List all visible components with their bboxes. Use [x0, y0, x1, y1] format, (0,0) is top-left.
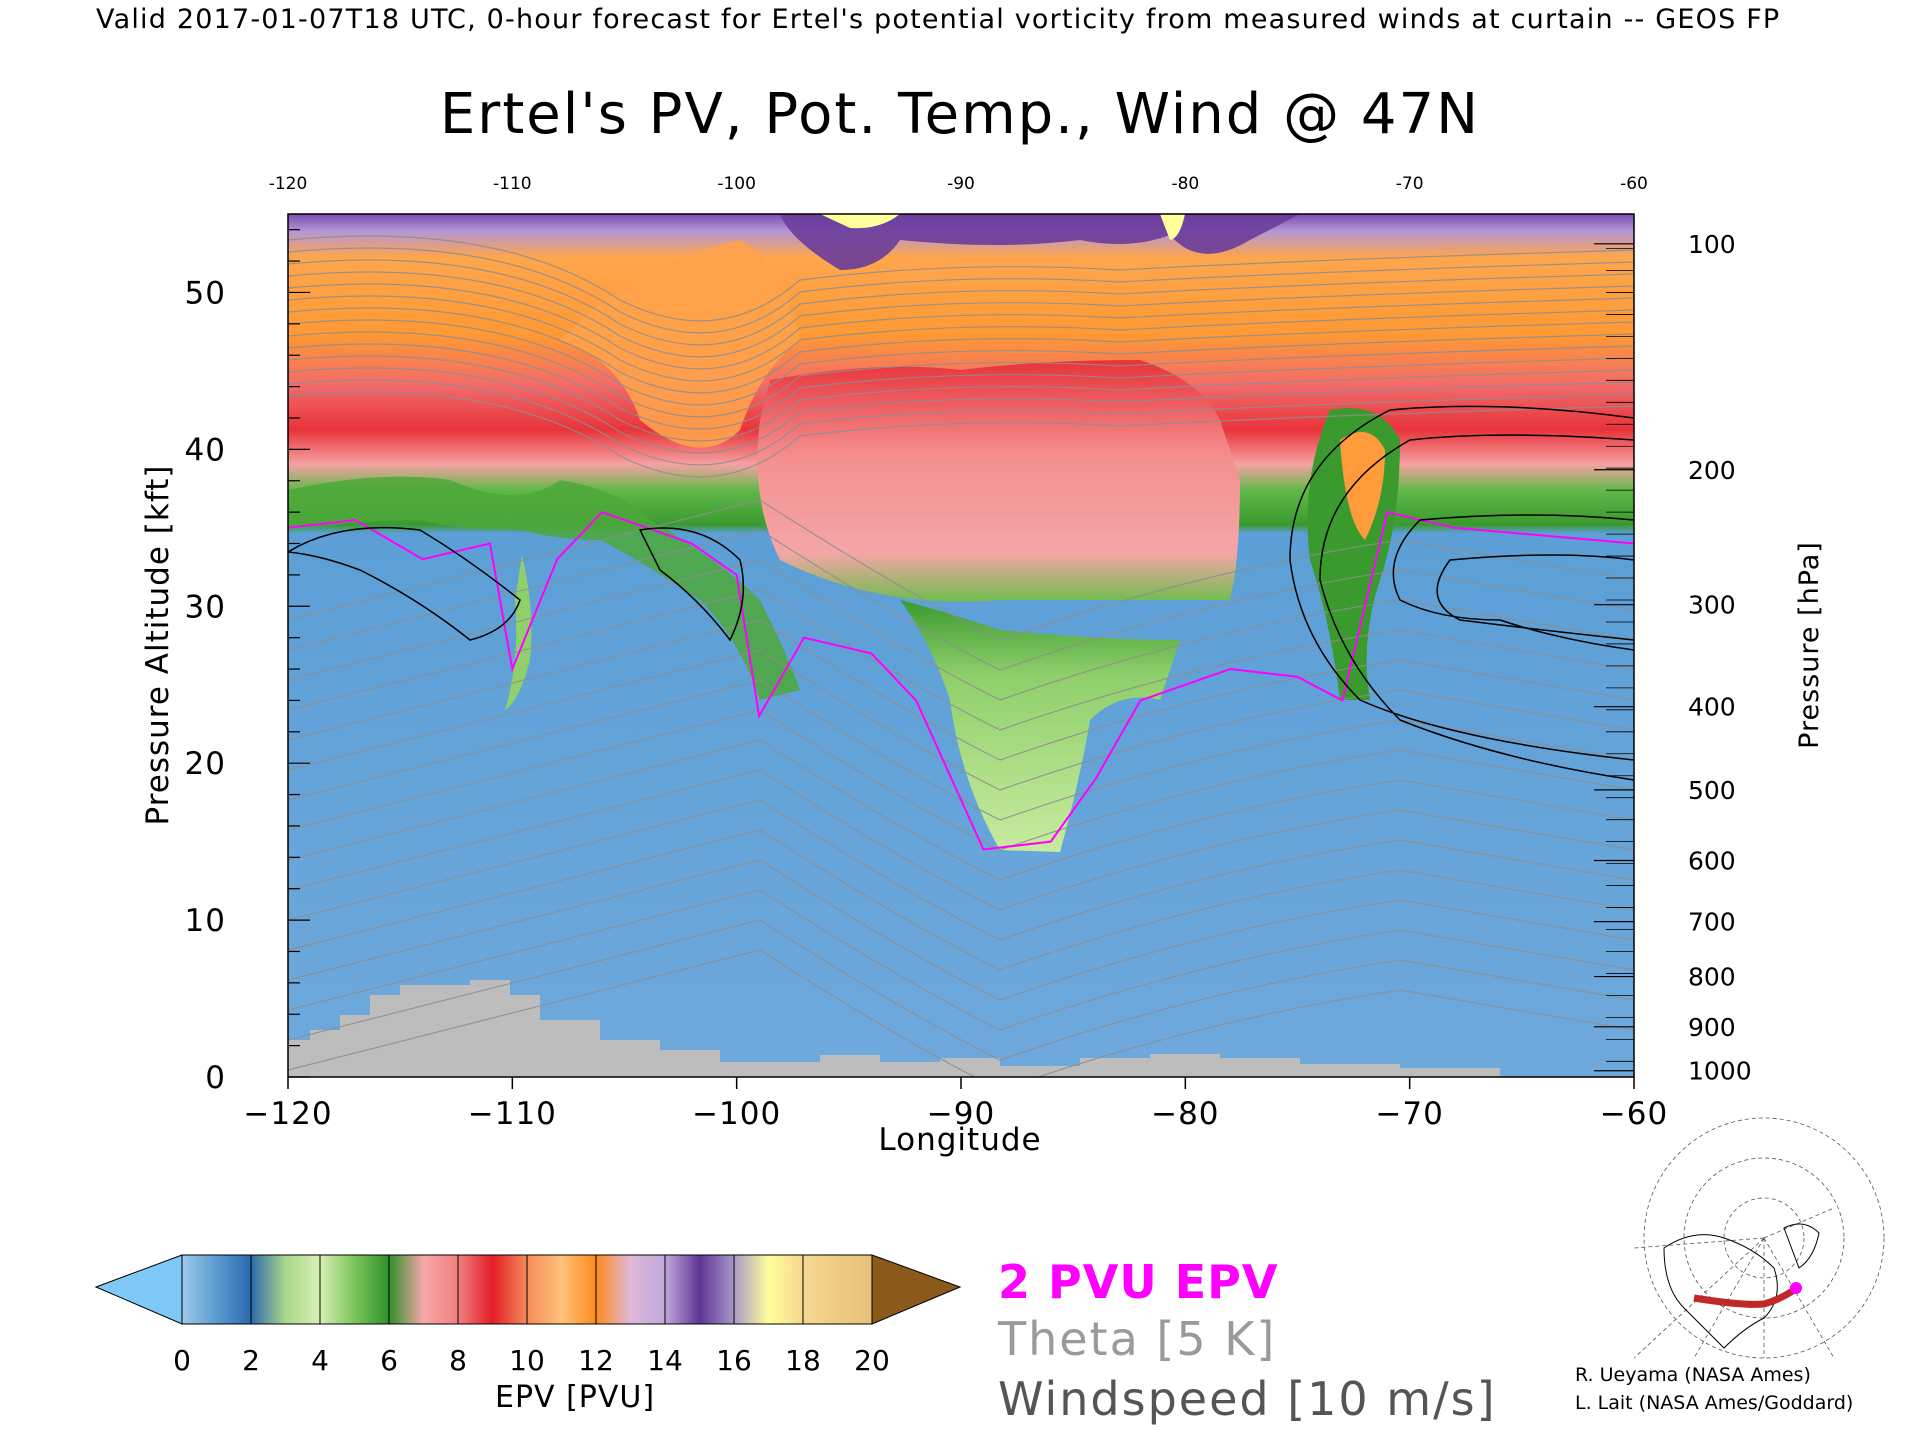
inset-track: [1693, 1287, 1796, 1308]
windspeed-contours: [288, 405, 1634, 781]
y-axis-right: 100 200 300 400 500 600 700 800 900 1000: [1594, 230, 1752, 1086]
x-tick-label: −70: [1375, 1096, 1443, 1132]
legend-pv-line: 2 PVU EPV: [998, 1255, 1279, 1309]
theta-contour: [288, 859, 1634, 1001]
top-x-tick-label: -70: [1396, 174, 1424, 194]
colorbar-tick-label: 12: [578, 1344, 614, 1377]
y-axis-left: 0 10 20 30 40 50: [185, 229, 310, 1096]
credit-ueyama: R. Ueyama (NASA Ames): [1575, 1364, 1811, 1386]
right-tick-label: 200: [1688, 456, 1736, 485]
theta-contour: [288, 739, 1634, 881]
x-tick-label: −100: [692, 1096, 781, 1132]
legend-windspeed: Windspeed [10 m/s]: [998, 1372, 1497, 1426]
polar-stereographic-map-icon: [1633, 1117, 1885, 1359]
x-tick-label: −90: [927, 1096, 995, 1132]
pv-2pvu-contour: [288, 510, 1634, 851]
theta-contour: [288, 367, 1634, 454]
colorbar-tick-label: 20: [854, 1344, 890, 1377]
colorbar-tick-label: 8: [449, 1344, 467, 1377]
colorbar-tick-label: 0: [173, 1344, 191, 1377]
colorbar-under-triangle: [94, 1254, 183, 1325]
colorbar-tick-label: 2: [242, 1344, 260, 1377]
theta-contour: [288, 949, 1634, 1077]
top-x-tick-label: -120: [269, 174, 308, 194]
right-tick-label: 500: [1688, 776, 1736, 805]
x-tick-label: −60: [1600, 1096, 1668, 1132]
colorbar-tick-label: 6: [380, 1344, 398, 1377]
x-tick-label: −110: [468, 1096, 557, 1132]
y-axis-label: Pressure Altitude [kft]: [140, 465, 176, 826]
colorbar-tick-label: 4: [311, 1344, 329, 1377]
theta-contour: [288, 499, 1634, 641]
colorbar-tick-label: 10: [509, 1344, 545, 1377]
colorbar-tick-label: 18: [785, 1344, 821, 1377]
colorbar: 0 2 4 6 8 10 12 14 16 18 20: [94, 1254, 962, 1377]
top-longitude-ticks: -120 -110 -100 -90 -80 -70 -60: [269, 174, 1648, 194]
top-x-tick-label: -80: [1171, 174, 1199, 194]
theta-contour: [288, 331, 1634, 418]
colorbar-tick-label: 14: [647, 1344, 683, 1377]
y-tick-label: 0: [205, 1060, 226, 1096]
y-tick-label: 20: [185, 746, 226, 782]
right-tick-label: 400: [1688, 693, 1736, 722]
theta-contour: [288, 619, 1634, 761]
theta-contour: [288, 271, 1634, 358]
theta-contour: [288, 649, 1634, 791]
theta-contour: [288, 307, 1634, 394]
theta-contour: [288, 889, 1634, 1031]
y-tick-label: 30: [185, 589, 226, 625]
theta-contour: [288, 259, 1634, 346]
right-tick-label: 100: [1688, 230, 1736, 259]
theta-contour: [288, 799, 1634, 941]
right-tick-label: 900: [1688, 1013, 1736, 1042]
right-tick-label: 800: [1688, 963, 1736, 992]
right-axis-label: Pressure [hPa]: [1794, 541, 1825, 749]
right-tick-label: 300: [1688, 591, 1736, 620]
theta-contour: [288, 235, 1634, 322]
right-tick-label: 1000: [1688, 1057, 1752, 1086]
theta-contour: [288, 391, 1634, 478]
theta-contour: [288, 247, 1634, 334]
theta-contour: [288, 589, 1634, 731]
theta-contour: [288, 529, 1634, 671]
colorbar-label: EPV [PVU]: [495, 1380, 656, 1415]
colorbar-tick-label: 16: [716, 1344, 752, 1377]
inset-marker: [1790, 1282, 1802, 1294]
y-tick-label: 10: [185, 903, 226, 939]
x-tick-label: −120: [243, 1096, 332, 1132]
theta-contour: [288, 769, 1634, 911]
top-x-tick-label: -110: [493, 174, 532, 194]
chart-title: Ertel's PV, Pot. Temp., Wind @ 47N: [439, 82, 1481, 147]
x-axis-label: Longitude: [878, 1122, 1041, 1158]
theta-contour: [288, 283, 1634, 370]
theta-contour: [288, 355, 1634, 442]
right-tick-label: 600: [1688, 846, 1736, 875]
theta-contour: [288, 709, 1634, 851]
valid-time-header: Valid 2017-01-07T18 UTC, 0-hour forecast…: [96, 4, 1781, 35]
top-x-tick-label: -60: [1620, 174, 1648, 194]
theta-contour: [288, 829, 1634, 971]
y-tick-label: 50: [185, 275, 226, 311]
theta-contour: [288, 343, 1634, 430]
theta-contour: [288, 319, 1634, 406]
colorbar-over-triangle: [871, 1254, 962, 1325]
legend-theta: Theta [5 K]: [998, 1312, 1277, 1366]
x-tick-label: −80: [1151, 1096, 1219, 1132]
top-x-tick-label: -90: [947, 174, 975, 194]
top-x-tick-label: -100: [717, 174, 756, 194]
theta-contour: [288, 295, 1634, 382]
y-tick-label: 40: [185, 432, 226, 468]
theta-contour: [288, 919, 1634, 1061]
theta-contour: [288, 379, 1634, 466]
right-tick-label: 700: [1688, 908, 1736, 937]
x-axis: −120 −110 −100 −90 −80 −70 −60: [243, 1077, 1668, 1132]
epv-field: [288, 214, 1634, 1077]
credit-lait: L. Lait (NASA Ames/Goddard): [1575, 1392, 1854, 1414]
